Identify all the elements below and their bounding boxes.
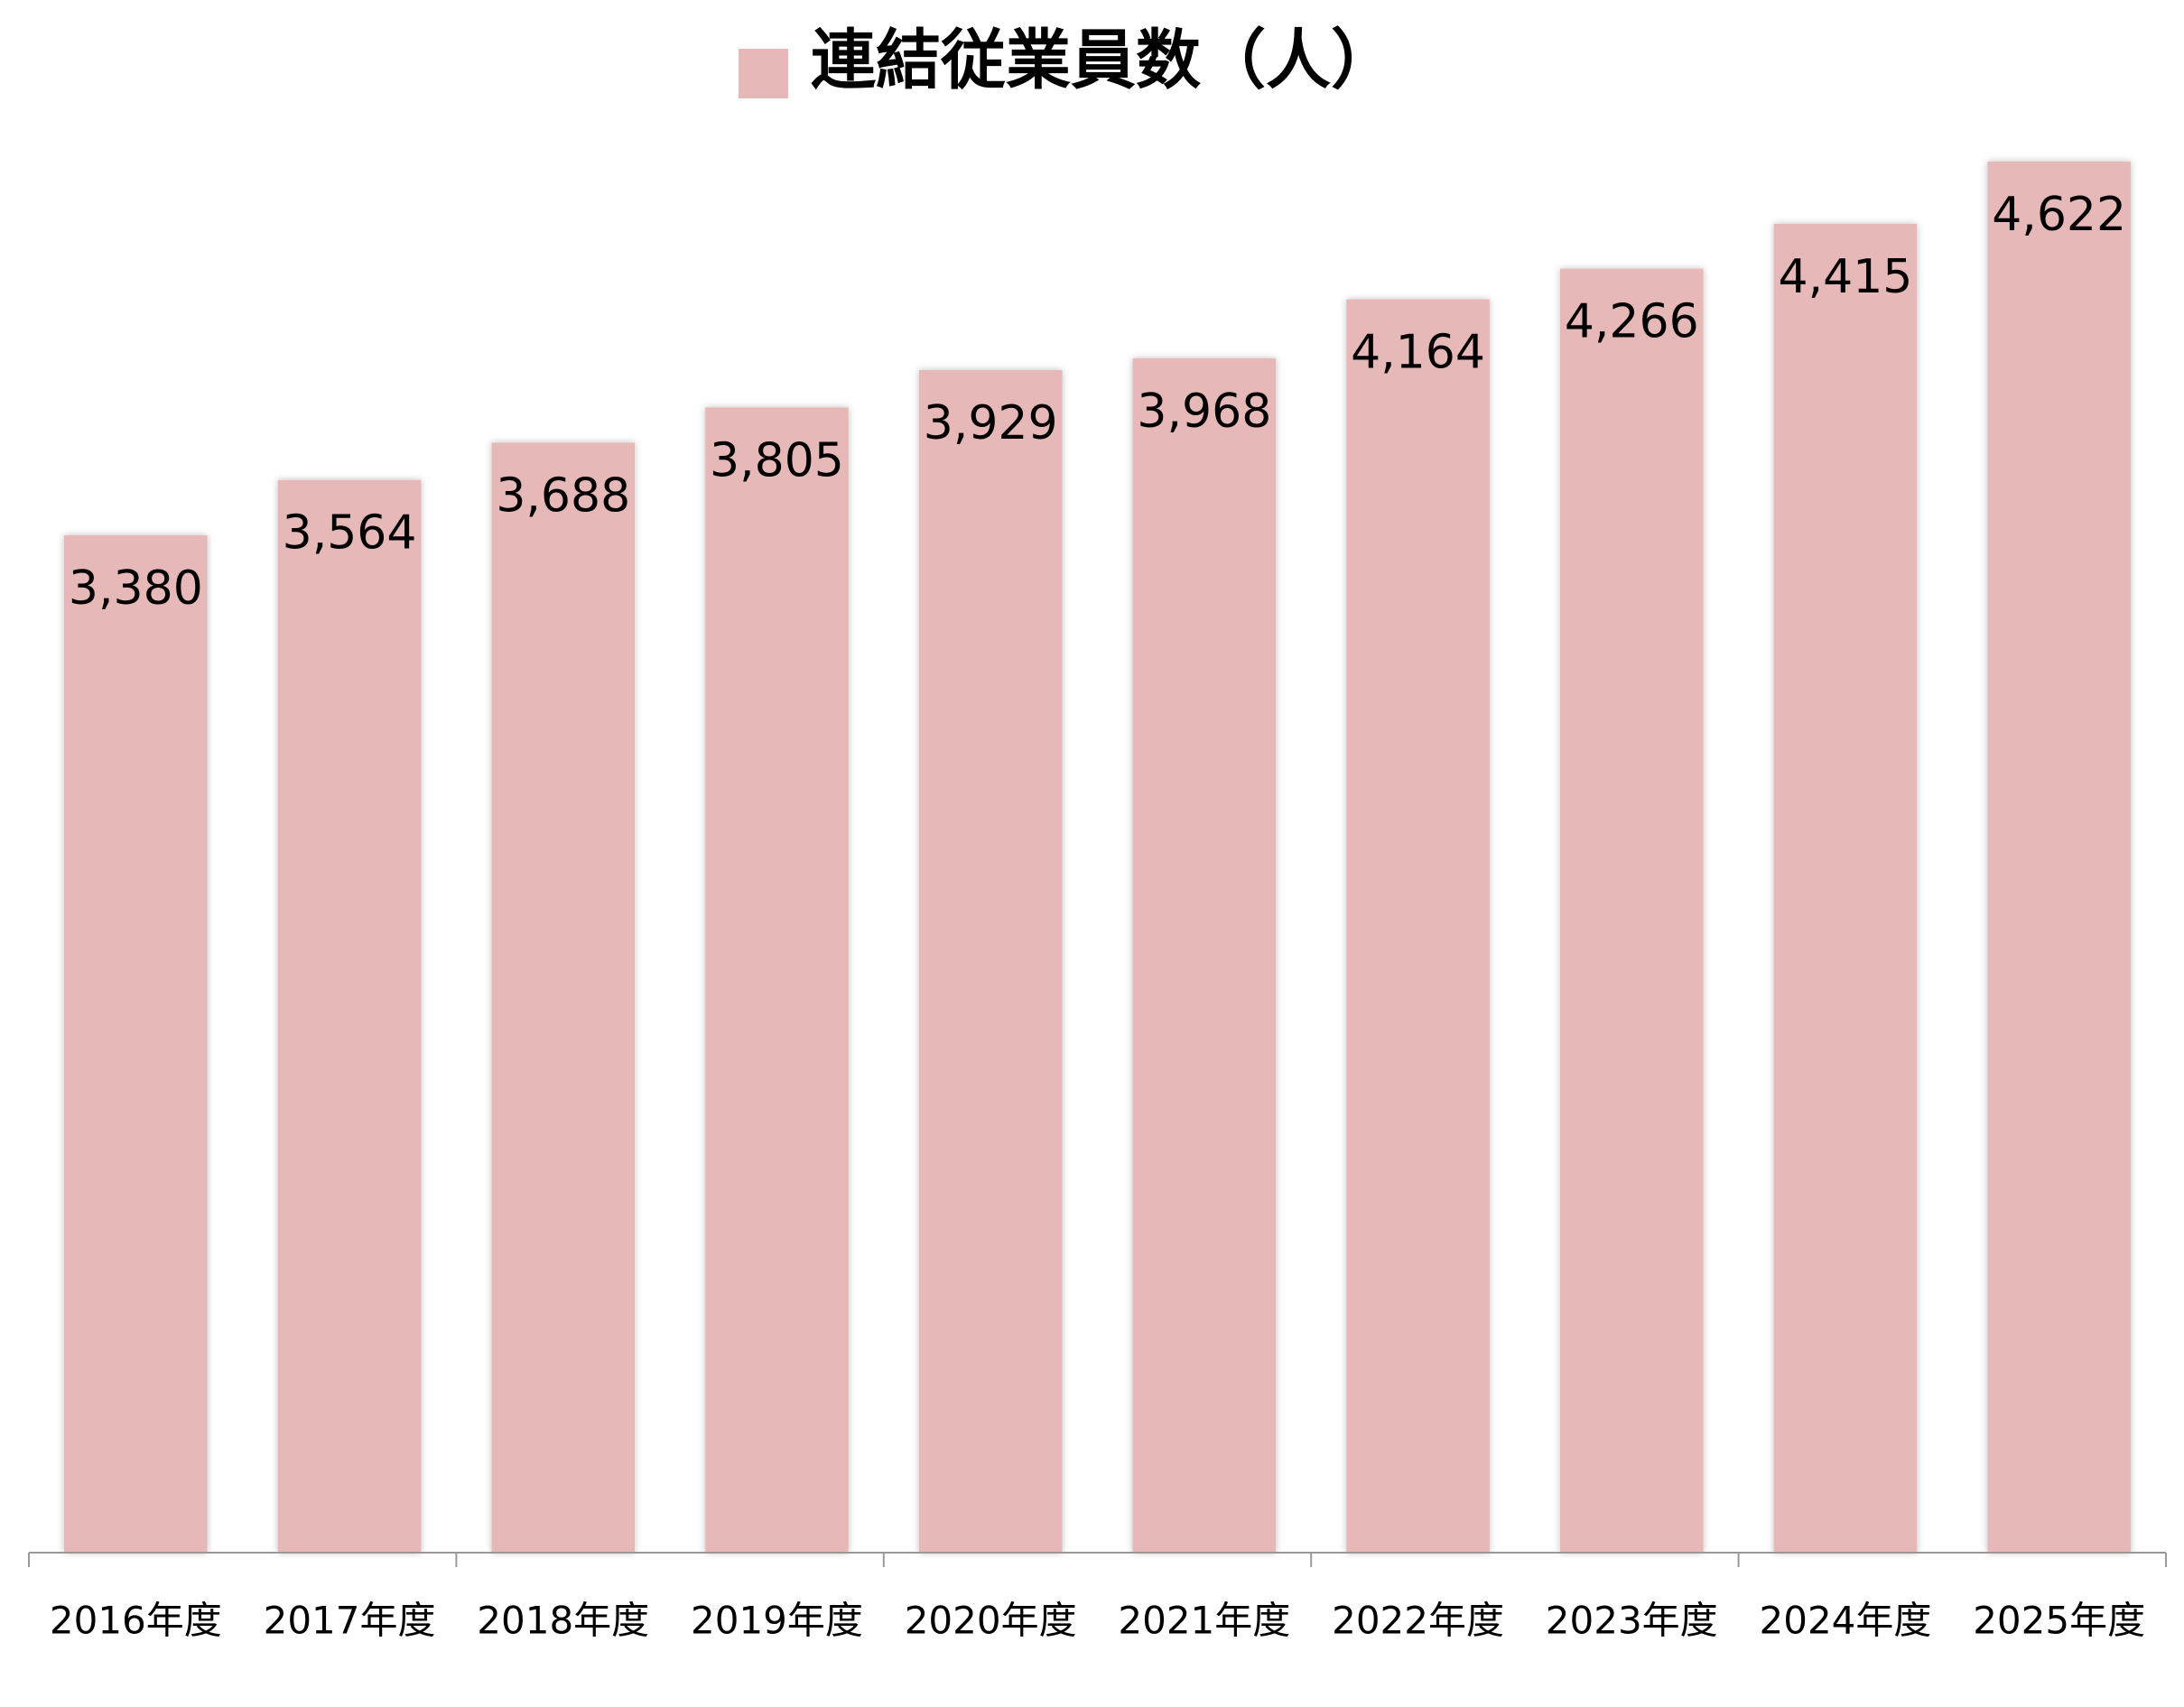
data-label: 3,968 — [1137, 385, 1271, 439]
data-label: 4,415 — [1779, 250, 1913, 304]
bar — [1987, 162, 2131, 1553]
data-label: 3,380 — [69, 561, 203, 616]
bar — [1773, 224, 1918, 1554]
x-tick-label: 2020年度 — [905, 1599, 1077, 1643]
x-tick-label: 2024年度 — [1760, 1599, 1932, 1643]
bar — [1346, 299, 1490, 1553]
bar — [491, 442, 636, 1554]
x-tick-label: 2025年度 — [1973, 1599, 2145, 1643]
bar — [1559, 268, 1704, 1553]
x-tick-label: 2016年度 — [50, 1599, 222, 1643]
bar — [705, 407, 849, 1554]
legend-label: 連結従業員数（人） — [811, 23, 1396, 98]
bar — [277, 479, 422, 1554]
x-tick-label: 2023年度 — [1546, 1599, 1718, 1643]
bar — [1132, 358, 1277, 1554]
x-tick-label: 2022年度 — [1332, 1599, 1504, 1643]
data-label: 4,266 — [1565, 295, 1699, 349]
bar — [64, 535, 208, 1553]
data-label: 3,929 — [924, 396, 1058, 450]
bar — [918, 370, 1063, 1553]
data-label: 4,622 — [1992, 188, 2126, 242]
data-label: 3,688 — [496, 468, 630, 523]
data-label: 4,164 — [1351, 326, 1485, 380]
data-label: 3,564 — [283, 506, 417, 561]
data-label: 3,805 — [710, 433, 844, 487]
x-tick-label: 2018年度 — [477, 1599, 649, 1643]
x-tick-label: 2017年度 — [264, 1599, 436, 1643]
legend-swatch — [739, 49, 788, 98]
x-tick-label: 2021年度 — [1118, 1599, 1290, 1643]
x-tick-label: 2019年度 — [691, 1599, 863, 1643]
